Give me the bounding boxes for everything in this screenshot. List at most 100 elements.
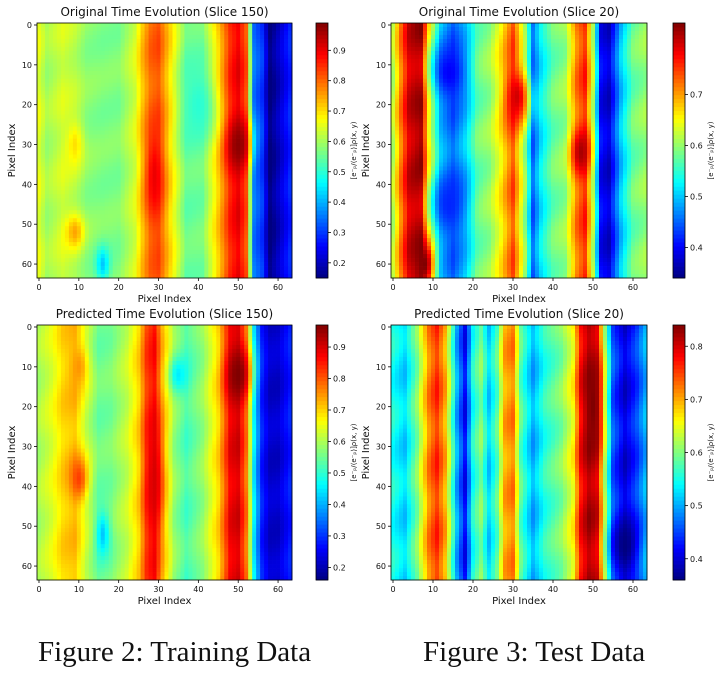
- heatmap-cell: [539, 63, 543, 67]
- heatmap-cell: [208, 214, 212, 218]
- heatmap-cell: [184, 103, 188, 107]
- heatmap-cell: [196, 91, 200, 95]
- heatmap-cell: [176, 262, 180, 266]
- heatmap-cell: [431, 47, 435, 51]
- heatmap-cell: [129, 135, 133, 139]
- heatmap-cell: [180, 262, 184, 266]
- heatmap-cell: [236, 151, 240, 155]
- colorbar-tick-label: 0.2: [333, 259, 346, 268]
- heatmap-cell: [77, 250, 81, 254]
- heatmap-cell: [272, 43, 276, 47]
- heatmap-cell: [73, 147, 77, 151]
- heatmap-cell: [228, 190, 232, 194]
- heatmap-cell: [61, 262, 65, 266]
- heatmap-cell: [125, 214, 129, 218]
- heatmap-cell: [459, 27, 463, 31]
- heatmap-cell: [165, 59, 169, 63]
- heatmap-cell: [97, 59, 101, 63]
- heatmap-cell: [176, 246, 180, 250]
- heatmap-cell: [204, 123, 208, 127]
- heatmap-cell: [121, 127, 125, 131]
- heatmap-cell: [232, 147, 236, 151]
- heatmap-cell: [272, 246, 276, 250]
- heatmap-cell: [145, 178, 149, 182]
- heatmap-cell: [157, 55, 161, 59]
- heatmap-cell: [49, 23, 53, 27]
- heatmap-cell: [208, 186, 212, 190]
- heatmap-cell: [165, 87, 169, 91]
- heatmap-cell: [37, 27, 41, 31]
- heatmap-cell: [284, 250, 288, 254]
- heatmap-cell: [97, 218, 101, 222]
- heatmap-cell: [77, 135, 81, 139]
- heatmap-cell: [37, 246, 41, 250]
- heatmap-cell: [168, 147, 172, 151]
- heatmap-cell: [272, 95, 276, 99]
- heatmap-cell: [117, 222, 121, 226]
- heatmap-cell: [224, 226, 228, 230]
- heatmap-cell: [455, 43, 459, 47]
- heatmap-cell: [121, 59, 125, 63]
- heatmap-cell: [97, 67, 101, 71]
- heatmap-cell: [69, 103, 73, 107]
- heatmap-cell: [236, 47, 240, 51]
- heatmap-cell: [176, 107, 180, 111]
- heatmap-cell: [73, 47, 77, 51]
- heatmap-cell: [579, 55, 583, 59]
- heatmap-cell: [268, 246, 272, 250]
- heatmap-cell: [172, 43, 176, 47]
- heatmap-cell: [567, 23, 571, 27]
- heatmap-cell: [101, 162, 105, 166]
- heatmap-cell: [93, 162, 97, 166]
- heatmap-cell: [260, 43, 264, 47]
- heatmap-cell: [515, 31, 519, 35]
- heatmap-cell: [224, 222, 228, 226]
- heatmap-cell: [216, 75, 220, 79]
- heatmap-cell: [129, 39, 133, 43]
- heatmap-cell: [69, 242, 73, 246]
- heatmap-cell: [137, 218, 141, 222]
- heatmap-cell: [73, 151, 77, 155]
- heatmap-cell: [176, 135, 180, 139]
- heatmap-cell: [591, 51, 595, 55]
- heatmap-cell: [579, 39, 583, 43]
- heatmap-cell: [571, 39, 575, 43]
- heatmap-cell: [559, 27, 563, 31]
- heatmap-cell: [475, 27, 479, 31]
- heatmap-cell: [37, 174, 41, 178]
- heatmap-cell: [551, 67, 555, 71]
- heatmap-cell: [45, 250, 49, 254]
- heatmap-cell: [256, 31, 260, 35]
- heatmap-cell: [232, 63, 236, 67]
- heatmap-cell: [157, 131, 161, 135]
- heatmap-cell: [188, 151, 192, 155]
- heatmap-cell: [268, 194, 272, 198]
- heatmap-cell: [53, 99, 57, 103]
- heatmap-cell: [415, 67, 419, 71]
- heatmap-cell: [200, 51, 204, 55]
- heatmap-cell: [192, 131, 196, 135]
- heatmap-cell: [61, 27, 65, 31]
- heatmap-cell: [93, 83, 97, 87]
- heatmap-cell: [145, 35, 149, 39]
- heatmap-cell: [252, 31, 256, 35]
- heatmap-cell: [216, 31, 220, 35]
- heatmap-cell: [256, 71, 260, 75]
- heatmap-cell: [399, 39, 403, 43]
- heatmap-cell: [631, 39, 635, 43]
- heatmap-cell: [180, 139, 184, 143]
- heatmap-cell: [133, 95, 137, 99]
- heatmap-cell: [69, 262, 73, 266]
- heatmap-cell: [109, 218, 113, 222]
- heatmap-cell: [93, 190, 97, 194]
- heatmap-cell: [153, 178, 157, 182]
- heatmap-cell: [57, 55, 61, 59]
- heatmap-cell: [208, 23, 212, 27]
- heatmap-cell: [141, 214, 145, 218]
- heatmap-cell: [172, 218, 176, 222]
- heatmap-cell: [61, 170, 65, 174]
- heatmap-cell: [208, 250, 212, 254]
- heatmap-cell: [415, 71, 419, 75]
- heatmap-cell: [395, 35, 399, 39]
- heatmap-cell: [284, 127, 288, 131]
